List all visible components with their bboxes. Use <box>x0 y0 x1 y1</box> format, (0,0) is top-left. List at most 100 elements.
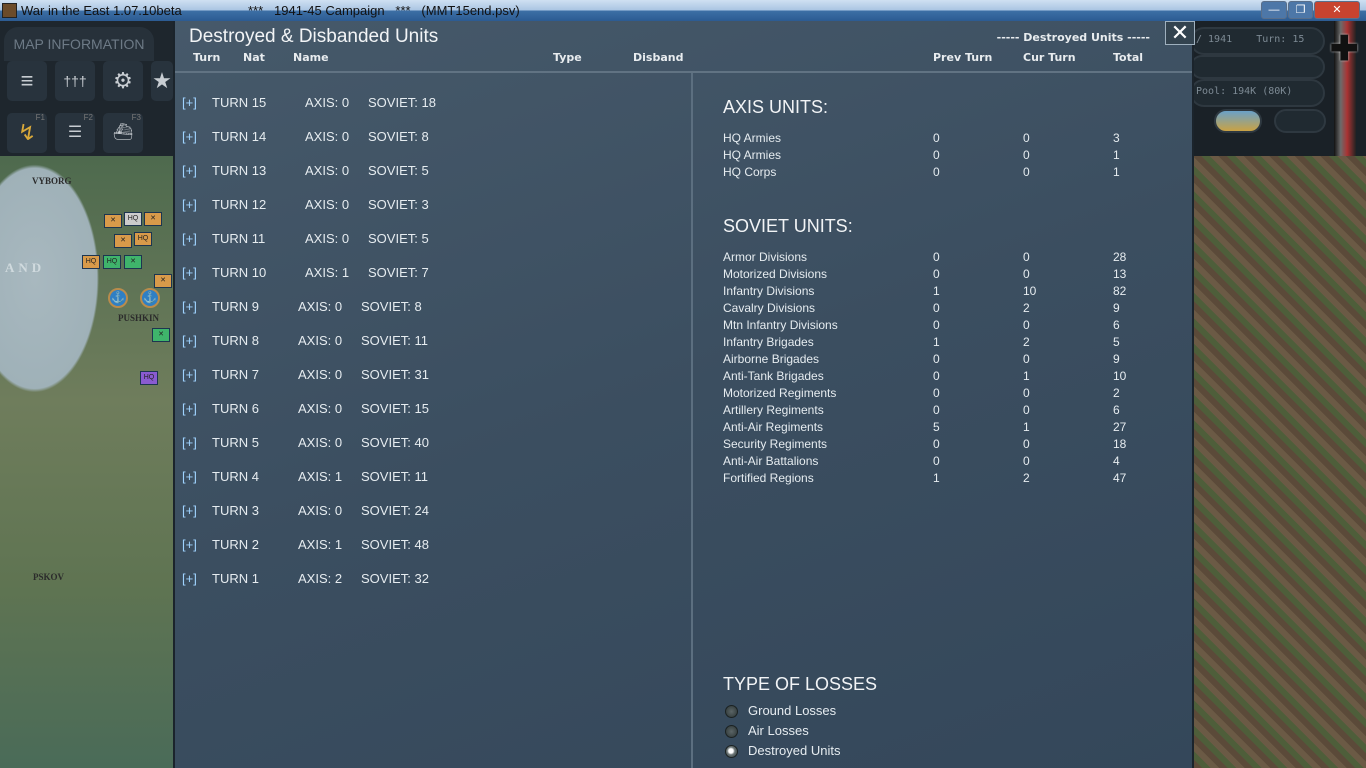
hud-button[interactable] <box>1274 109 1326 133</box>
unit-prev: 0 <box>933 369 940 383</box>
radio-label: Destroyed Units <box>748 743 841 758</box>
expand-toggle[interactable]: [+] <box>182 129 197 144</box>
radio-button[interactable] <box>725 705 738 718</box>
unit-prev: 0 <box>933 301 940 315</box>
type-of-losses-title: TYPE OF LOSSES <box>723 674 878 694</box>
date-text: / 1941 <box>1196 34 1233 45</box>
axis-count: AXIS: 1 <box>305 265 350 280</box>
unit-row: Fortified Regions 1 2 47 <box>723 471 1163 488</box>
expand-toggle[interactable]: [+] <box>182 197 197 212</box>
unit-cur: 1 <box>1023 420 1030 434</box>
col-name[interactable]: Name <box>293 51 329 64</box>
unit-name: Anti-Air Regiments <box>723 420 824 434</box>
axis-count: AXIS: 0 <box>298 333 343 348</box>
maximize-button[interactable]: ❐ <box>1288 1 1313 19</box>
radio-button[interactable] <box>725 745 738 758</box>
expand-toggle[interactable]: [+] <box>182 401 197 416</box>
star-icon[interactable]: ★ <box>151 61 173 101</box>
weather-button[interactable] <box>1214 109 1262 133</box>
unit-counter[interactable]: ✕ <box>104 214 122 228</box>
unit-counter[interactable]: ✕ <box>154 274 172 288</box>
unit-cur: 2 <box>1023 471 1030 485</box>
unit-cur: 2 <box>1023 301 1030 315</box>
tank-icon[interactable]: ≡ <box>7 61 47 101</box>
unit-name: Infantry Divisions <box>723 284 815 298</box>
unit-total: 1 <box>1113 148 1120 162</box>
infantry-icon[interactable]: ††† <box>55 61 95 101</box>
unit-prev: 0 <box>933 250 940 264</box>
map-information-tab[interactable]: MAP INFORMATION <box>4 27 154 61</box>
expand-toggle[interactable]: [+] <box>182 503 197 518</box>
axis-count: AXIS: 0 <box>305 197 350 212</box>
unit-prev: 0 <box>933 352 940 366</box>
expand-toggle[interactable]: [+] <box>182 333 197 348</box>
col-turn[interactable]: Turn <box>193 51 221 64</box>
unit-name: HQ Corps <box>723 165 777 179</box>
expand-toggle[interactable]: [+] <box>182 163 197 178</box>
col-cur-turn: Cur Turn <box>1023 51 1076 64</box>
radio-button[interactable] <box>725 725 738 738</box>
info-display <box>1190 55 1325 79</box>
col-nat[interactable]: Nat <box>243 51 265 64</box>
map-view-left[interactable]: VYBORG AND PUSHKIN PSKOV ✕ HQ ✕ ✕ HQ HQ … <box>0 156 173 768</box>
unit-prev: 0 <box>933 437 940 451</box>
close-window-button[interactable]: ✕ <box>1314 1 1360 19</box>
unit-row: HQ Corps 0 0 1 <box>723 165 1163 182</box>
ship-icon[interactable]: ⛴ F3 <box>103 113 143 153</box>
unit-row: Anti-Air Battalions 0 0 4 <box>723 454 1163 471</box>
close-dialog-button[interactable]: ✕ <box>1165 21 1195 45</box>
expand-toggle[interactable]: [+] <box>182 265 197 280</box>
destroyed-units-dialog: Destroyed & Disbanded Units Turn Nat Nam… <box>173 21 1195 768</box>
unit-counter[interactable]: ✕ <box>144 212 162 226</box>
axis-count: AXIS: 0 <box>305 95 350 110</box>
unit-cur: 0 <box>1023 437 1030 451</box>
col-type[interactable]: Type <box>553 51 582 64</box>
unit-row: Motorized Regiments 0 0 2 <box>723 386 1163 403</box>
expand-toggle[interactable]: [+] <box>182 469 197 484</box>
unit-counter[interactable]: HQ <box>103 255 121 269</box>
unit-row: Motorized Divisions 0 0 13 <box>723 267 1163 284</box>
unit-prev: 0 <box>933 318 940 332</box>
unit-counter[interactable]: ✕ <box>114 234 132 248</box>
unit-cur: 0 <box>1023 131 1030 145</box>
window-titlebar: War in the East 1.07.10beta *** 1941-45 … <box>0 0 1366 21</box>
unit-counter[interactable]: ✕ <box>152 328 170 342</box>
unit-counter[interactable]: HQ <box>140 371 158 385</box>
unit-counter[interactable]: HQ <box>82 255 100 269</box>
left-toolbar: MAP INFORMATION ≡ ††† ⚙ ★ ↯ F1 ☰ F2 ⛴ F3 <box>0 21 173 156</box>
unit-cur: 0 <box>1023 250 1030 264</box>
expand-toggle[interactable]: [+] <box>182 231 197 246</box>
unit-total: 1 <box>1113 165 1120 179</box>
expand-toggle[interactable]: [+] <box>182 571 197 586</box>
unit-row: Airborne Brigades 0 0 9 <box>723 352 1163 369</box>
anchor-icon[interactable]: ⚓ <box>140 288 160 308</box>
unit-cur: 0 <box>1023 386 1030 400</box>
col-total: Total <box>1113 51 1144 64</box>
expand-toggle[interactable]: [+] <box>182 299 197 314</box>
map-view-right[interactable] <box>1194 156 1366 768</box>
minimize-button[interactable]: — <box>1261 1 1287 19</box>
unit-name: Fortified Regions <box>723 471 814 485</box>
anchor-icon[interactable]: ⚓ <box>108 288 128 308</box>
route-icon[interactable]: ↯ F1 <box>7 113 47 153</box>
turn-label: TURN 9 <box>212 299 259 314</box>
col-disband[interactable]: Disband <box>633 51 684 64</box>
unit-counter[interactable]: HQ <box>134 232 152 246</box>
unit-counter[interactable]: ✕ <box>124 255 142 269</box>
turn-label: TURN 4 <box>212 469 259 484</box>
axis-count: AXIS: 0 <box>298 367 343 382</box>
expand-toggle[interactable]: [+] <box>182 367 197 382</box>
unit-prev: 0 <box>933 267 940 281</box>
rail-icon[interactable]: ☰ F2 <box>55 113 95 153</box>
soviet-count: SOVIET: 18 <box>368 95 436 110</box>
expand-toggle[interactable]: [+] <box>182 435 197 450</box>
unit-counter[interactable]: HQ <box>124 212 142 226</box>
gear-icon[interactable]: ⚙ <box>103 61 143 101</box>
expand-toggle[interactable]: [+] <box>182 537 197 552</box>
unit-total: 5 <box>1113 335 1120 349</box>
map-label-finland: AND <box>5 260 46 275</box>
unit-total: 9 <box>1113 301 1120 315</box>
expand-toggle[interactable]: [+] <box>182 95 197 110</box>
turn-label: TURN 12 <box>212 197 267 212</box>
unit-cur: 0 <box>1023 454 1030 468</box>
